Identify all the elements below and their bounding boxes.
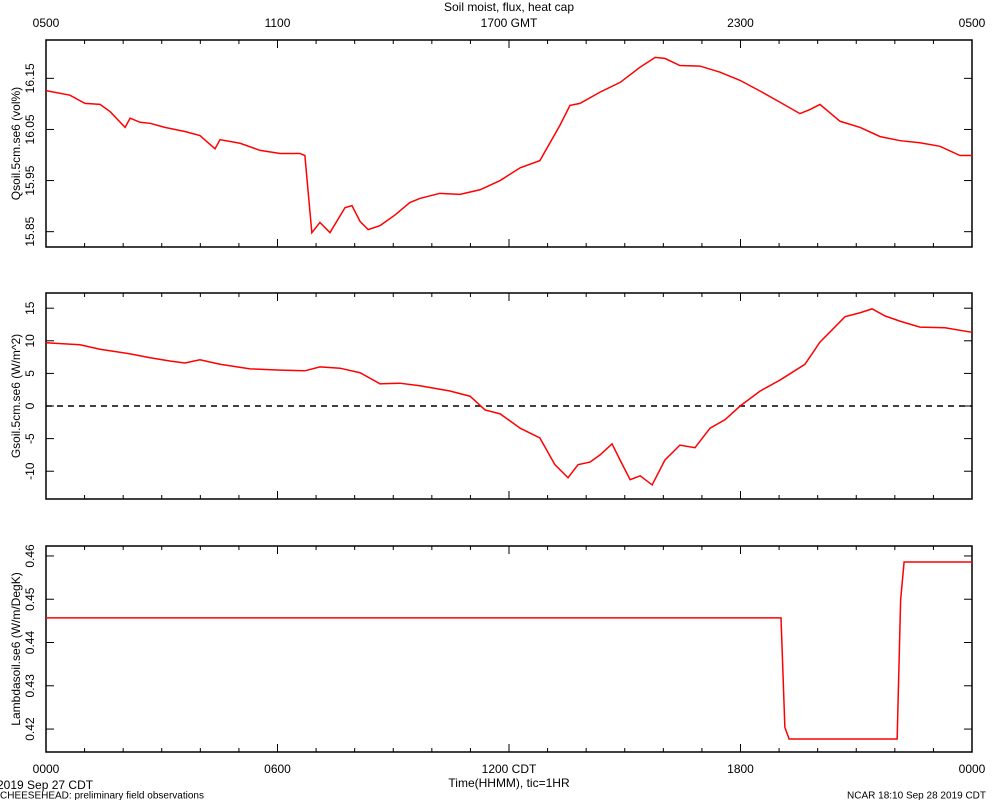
y-tick-label: 15.95 (23, 165, 37, 195)
y-tick-label: 0.46 (23, 544, 37, 568)
y-axis-title: Qsoil.5cm.se6 (vol%) (9, 87, 23, 200)
plot-frame (45, 545, 973, 753)
plot-frame (45, 39, 973, 248)
credit-note: NCAR 18:10 Sep 28 2019 CDT (847, 791, 986, 800)
y-tick-label: 0.45 (23, 587, 37, 611)
y-tick-label: 0 (23, 402, 37, 409)
y-tick-label: 0.42 (23, 717, 37, 741)
y-tick-label: 16.15 (23, 63, 37, 93)
x-tick-label: 0600 (264, 762, 291, 776)
y-tick-label: 0.43 (23, 674, 37, 698)
x2-tick-label: 1700 GMT (481, 16, 538, 30)
x2-tick-label: 2300 (727, 16, 754, 30)
y-axis-title: Lambdasoil.se6 (W/m/DegK) (9, 572, 23, 725)
y-axis-title: Gsoil.5cm.se6 (W/m^2) (9, 334, 23, 458)
data-line (45, 56, 972, 235)
x-tick-label: 0000 (959, 762, 986, 776)
data-line (46, 561, 972, 740)
plot-frame (45, 292, 973, 500)
y-tick-label: 10 (23, 334, 37, 348)
x2-tick-label: 1100 (265, 16, 291, 30)
x-tick-label: 1200 CDT (482, 762, 537, 776)
x-tick-label: 1800 (727, 762, 754, 776)
y-tick-label: -10 (23, 462, 37, 480)
x2-tick-label: 0500 (959, 16, 986, 30)
y-tick-label: 0.44 (23, 631, 37, 655)
y-tick-label: 15 (23, 301, 37, 315)
x-tick-label: 0000 (33, 762, 60, 776)
source-note: CHEESEHEAD: preliminary field observatio… (0, 791, 204, 800)
y-tick-label: 15.85 (23, 216, 37, 246)
y-tick-label: 16.05 (23, 114, 37, 144)
y-tick-label: -5 (23, 433, 37, 444)
x2-tick-label: 0500 (33, 16, 60, 30)
date-note: 2019 Sep 27 CDT (0, 778, 94, 792)
y-tick-label: 5 (23, 370, 37, 377)
chart-title: Soil moist, flux, heat cap (444, 0, 574, 14)
x-axis-title: Time(HHMM), tic=1HR (448, 776, 570, 790)
data-line (45, 308, 973, 487)
